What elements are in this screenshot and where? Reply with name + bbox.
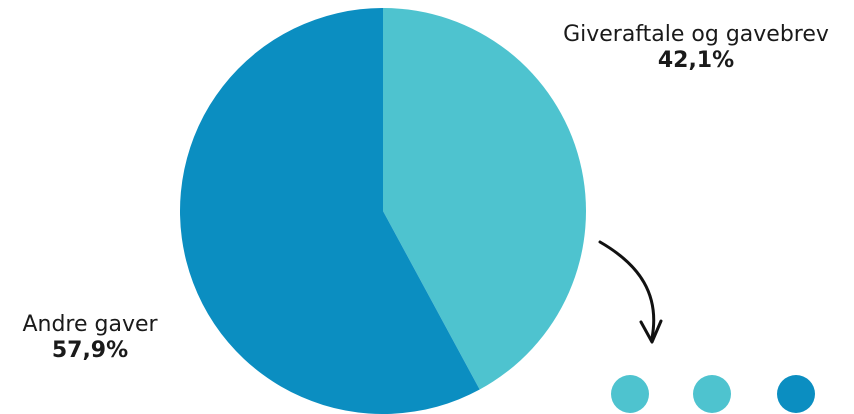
slice-label-andre-gaver: Andre gaver 57,9% (0, 312, 180, 365)
slice-name: Giveraftale og gavebrev (563, 22, 829, 47)
decor-dot-0 (611, 375, 649, 413)
curved-arrow-icon (598, 240, 663, 344)
legend-dots (611, 375, 815, 413)
slice-percent: 57,9% (51, 338, 129, 364)
pie-slice-0 (383, 8, 586, 390)
decor-dot-1 (693, 375, 731, 413)
slice-percent: 42,1% (657, 48, 735, 74)
slice-label-giveraftale: Giveraftale og gavebrev 42,1% (538, 22, 854, 75)
pie-slices (180, 8, 586, 414)
slice-name: Andre gaver (22, 312, 158, 337)
decor-dot-2 (777, 375, 815, 413)
pie-slice-1 (180, 8, 480, 414)
